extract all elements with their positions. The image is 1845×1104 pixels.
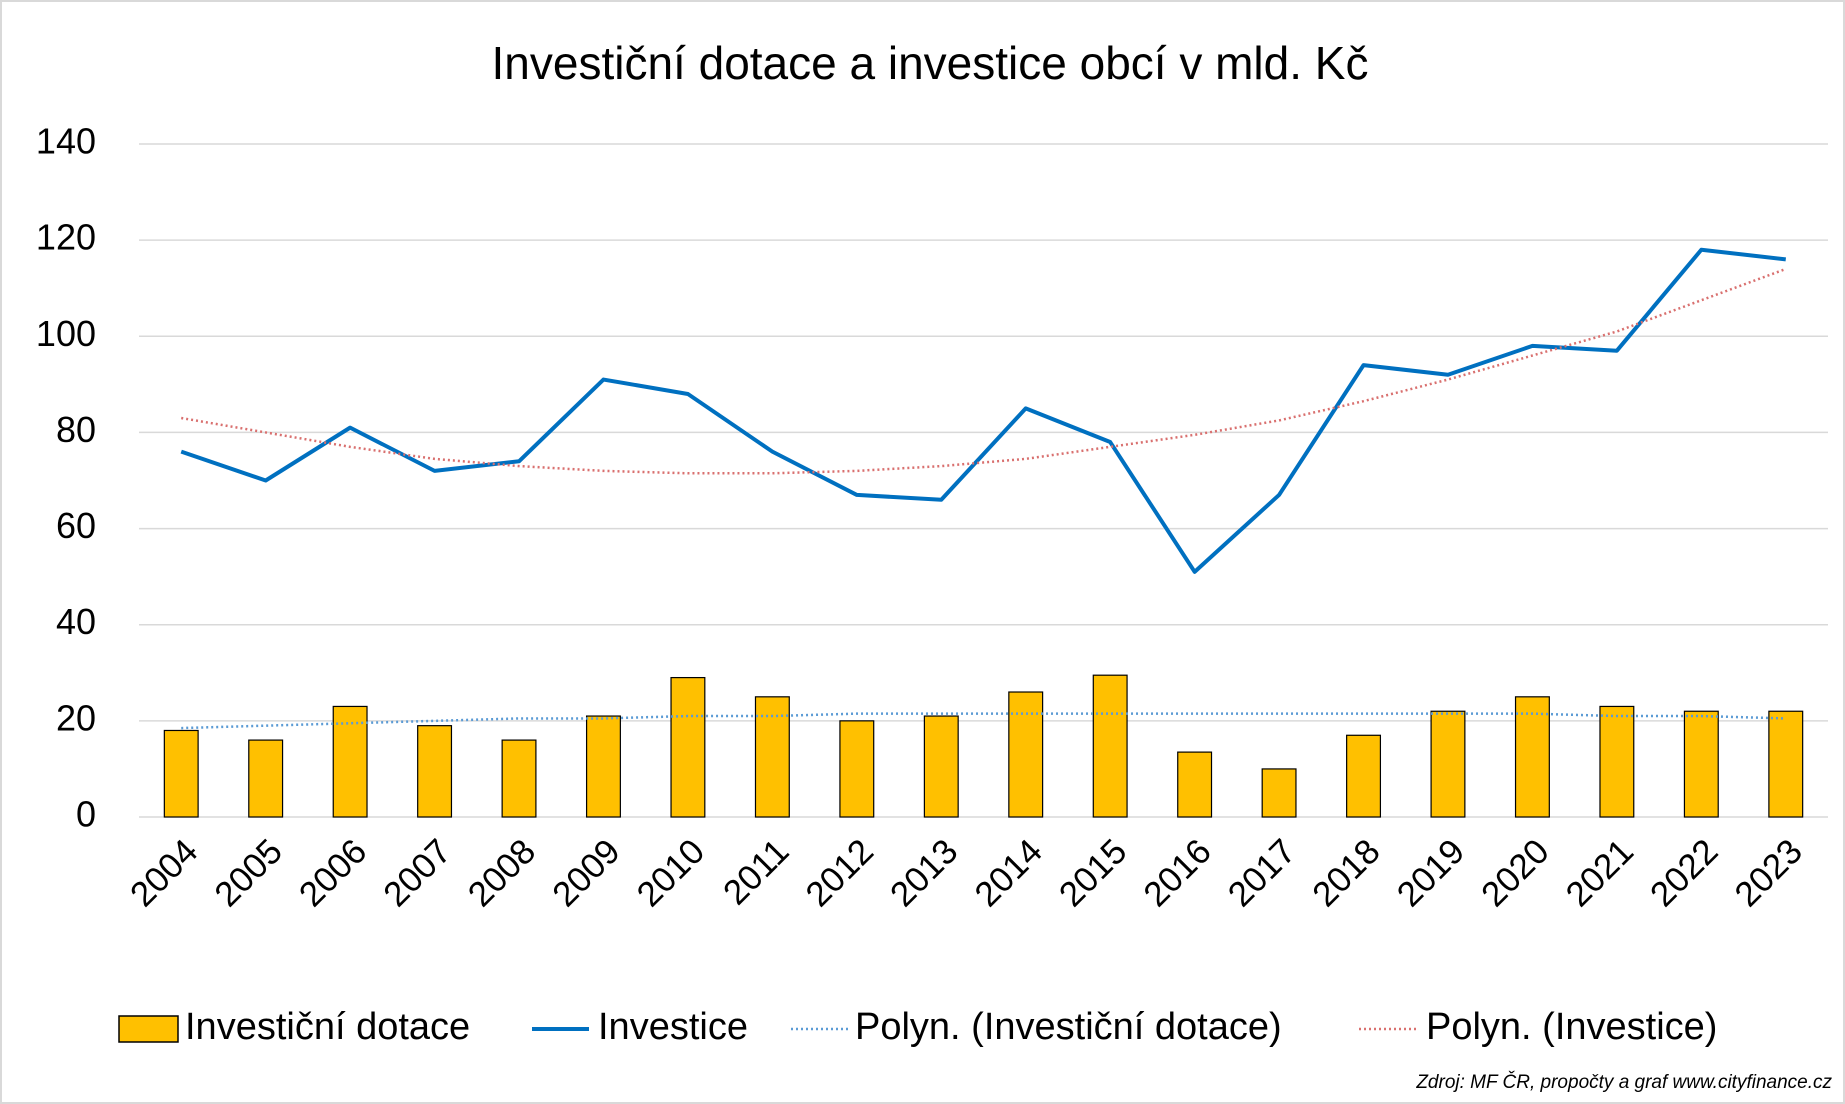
chart-title: Investiční dotace a investice obcí v mld… (492, 37, 1369, 89)
line (180, 247, 1787, 574)
bar (163, 729, 199, 818)
bar (839, 720, 875, 818)
y-tick-label: 0 (76, 794, 96, 835)
bar (332, 705, 368, 818)
legend-label: Investiční dotace (185, 1006, 470, 1048)
bar (670, 676, 706, 818)
bar (1177, 751, 1213, 818)
bar (1768, 710, 1804, 818)
bar (1514, 696, 1550, 818)
legend-label: Polyn. (Investice) (1426, 1006, 1717, 1048)
y-tick-label: 140 (36, 121, 96, 162)
bar (1261, 768, 1297, 818)
bar (1092, 674, 1128, 818)
y-tick-label: 80 (56, 409, 96, 450)
legend-label: Investice (598, 1006, 748, 1048)
legend-label: Polyn. (Investiční dotace) (855, 1006, 1282, 1048)
legend-swatch (118, 1015, 179, 1043)
bar (501, 739, 537, 818)
bar (1346, 734, 1382, 818)
legend: Investiční dotace Investice Polyn. (Inve… (118, 1006, 1717, 1048)
bar (1683, 710, 1719, 818)
bar (417, 725, 453, 818)
bar (1430, 710, 1466, 818)
bar (585, 715, 621, 818)
bar (1599, 705, 1635, 818)
source-note: Zdroj: MF ČR, propočty a graf www.cityfi… (1415, 1071, 1832, 1093)
bar (248, 739, 284, 818)
bar (923, 715, 959, 818)
y-tick-label: 120 (36, 217, 96, 258)
trend-line (181, 267, 1787, 475)
y-tick-label: 60 (56, 505, 96, 546)
y-tick-label: 40 (56, 601, 96, 642)
y-tick-label: 100 (36, 313, 96, 354)
y-tick-label: 20 (56, 697, 96, 738)
bar (1008, 691, 1044, 818)
